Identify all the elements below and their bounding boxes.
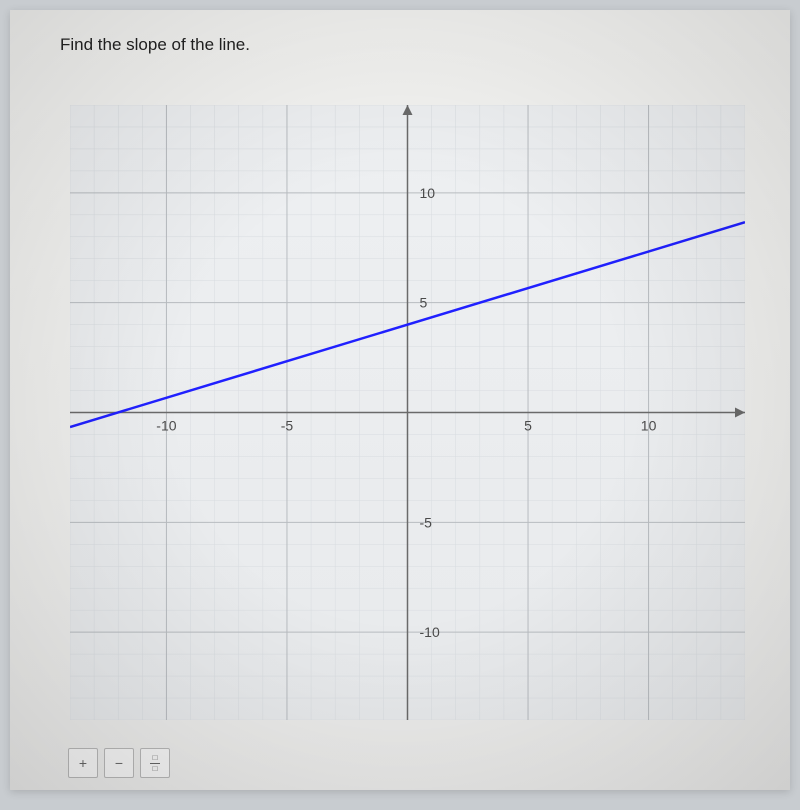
svg-text:5: 5 xyxy=(420,295,428,311)
svg-text:10: 10 xyxy=(420,185,436,201)
svg-text:-5: -5 xyxy=(420,514,433,530)
fraction-numerator: □ xyxy=(153,754,158,762)
svg-text:-5: -5 xyxy=(281,418,294,434)
fraction-denominator: □ xyxy=(153,765,158,773)
svg-text:5: 5 xyxy=(524,418,532,434)
svg-text:-10: -10 xyxy=(420,624,440,640)
answer-toolbar: + − □ □ xyxy=(68,748,170,778)
plus-button[interactable]: + xyxy=(68,748,98,778)
minus-button[interactable]: − xyxy=(104,748,134,778)
graph-svg: -10 -5 5 10 -10 -5 5 10 xyxy=(70,105,745,720)
coordinate-graph: -10 -5 5 10 -10 -5 5 10 xyxy=(70,105,745,720)
question-text: Find the slope of the line. xyxy=(60,35,250,55)
svg-text:10: 10 xyxy=(641,418,657,434)
worksheet-page: Find the slope of the line. -10-5510-10-… xyxy=(10,10,790,790)
fraction-button[interactable]: □ □ xyxy=(140,748,170,778)
svg-text:-10: -10 xyxy=(156,418,176,434)
